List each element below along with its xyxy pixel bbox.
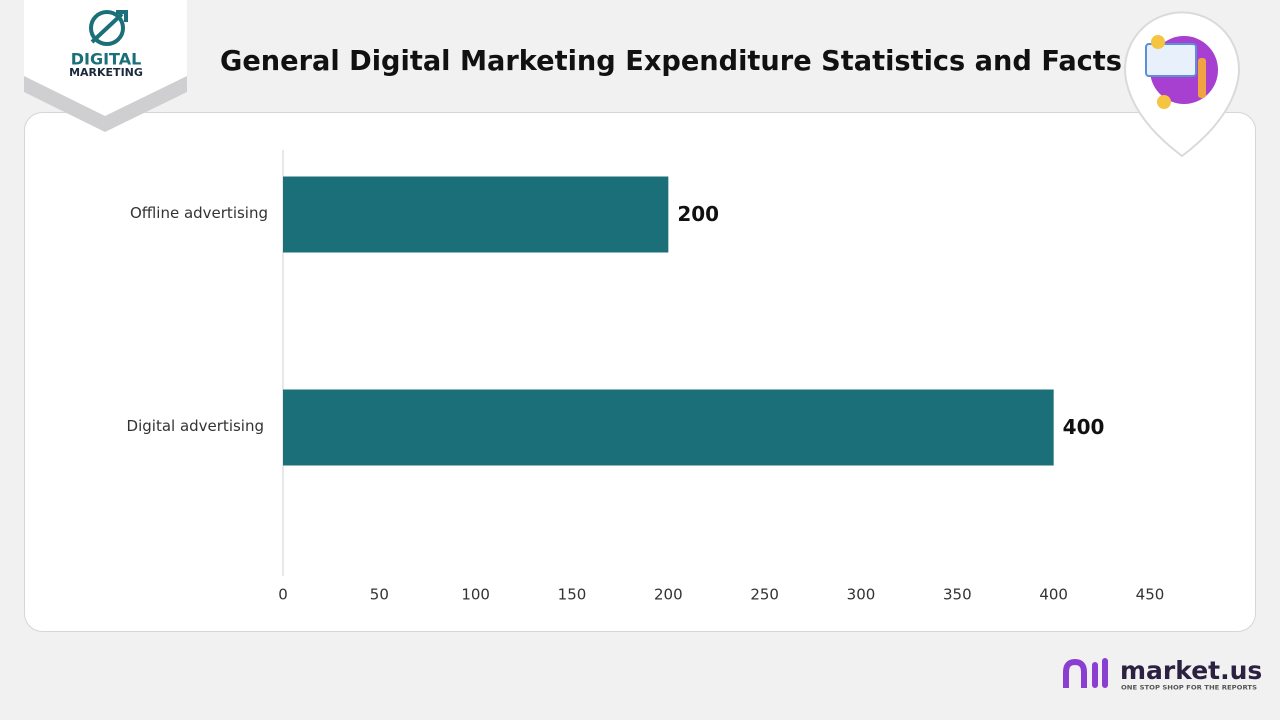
brand-icon [1063, 658, 1108, 688]
x-tick-label: 300 [847, 586, 876, 604]
brand-tagline: ONE STOP SHOP FOR THE REPORTS [1121, 685, 1257, 692]
bar [283, 176, 669, 253]
x-tick-label: 200 [654, 586, 683, 604]
x-tick-label: 350 [943, 586, 972, 604]
y-tick-label: Offline advertising [130, 204, 268, 222]
bar [283, 389, 1054, 466]
x-tick-label: 100 [461, 586, 490, 604]
data-label: 200 [677, 202, 719, 226]
logo-icon [89, 10, 128, 46]
brand-name: market.us [1120, 656, 1262, 685]
chart-title: General Digital Marketing Expenditure St… [220, 44, 1122, 77]
logo-text: MARKETING [69, 66, 143, 79]
x-tick-label: 150 [558, 586, 587, 604]
logo-badge [24, 0, 187, 116]
data-label: 400 [1063, 415, 1105, 439]
x-tick-label: 50 [370, 586, 389, 604]
illustration [1124, 11, 1240, 158]
logo-text: DIGITAL [71, 50, 142, 69]
x-tick-label: 0 [278, 586, 288, 604]
x-tick-label: 400 [1039, 586, 1068, 604]
x-tick-label: 250 [750, 586, 779, 604]
y-tick-label: Digital advertising [127, 417, 264, 435]
x-tick-label: 450 [1136, 586, 1165, 604]
